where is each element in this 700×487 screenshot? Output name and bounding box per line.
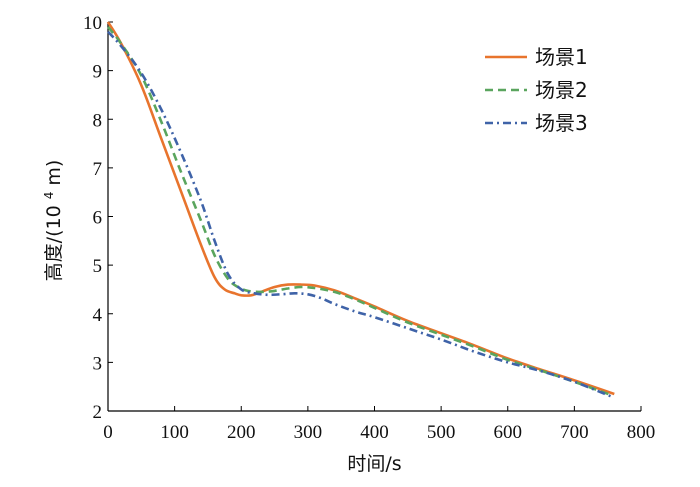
x-tick-label: 0: [103, 422, 113, 443]
legend-label-1: 场景1: [535, 45, 588, 69]
series-line-2: [106, 26, 612, 397]
legend-label-2: 场景2: [535, 78, 588, 102]
x-tick-label: 300: [294, 422, 323, 443]
legend-label-3: 场景3: [535, 111, 588, 135]
y-tick-label: 8: [93, 110, 103, 131]
series-lines: [106, 21, 615, 398]
y-tick-label: 4: [93, 305, 103, 326]
y-axis-title-exponent: 4: [42, 192, 56, 200]
x-axis-title: 时间/s: [347, 453, 401, 475]
y-axis-title-tail: m): [43, 160, 65, 186]
x-tick-label: 100: [160, 422, 189, 443]
y-axis-ticks: 2 3 4 5 6 7 8 9 10: [83, 13, 113, 423]
y-tick-label: 5: [93, 256, 103, 277]
x-axis-ticks: 0 100 200 300 400 500 600 700 800: [103, 406, 655, 443]
x-tick-label: 700: [560, 422, 589, 443]
x-tick-label: 500: [427, 422, 456, 443]
series-line-1: [106, 21, 615, 396]
x-tick-label: 200: [227, 422, 256, 443]
y-tick-label: 9: [93, 62, 103, 83]
y-axis-title-main: 高度/(10: [43, 205, 65, 281]
x-tick-label: 600: [494, 422, 523, 443]
x-tick-label: 400: [360, 422, 389, 443]
legend: 场景1 场景2 场景3: [485, 45, 588, 135]
y-tick-label: 10: [83, 13, 102, 34]
y-tick-label: 3: [93, 353, 103, 374]
y-axis-title: 高度/(10 4 m): [42, 160, 65, 282]
x-tick-label: 800: [627, 422, 656, 443]
y-tick-label: 6: [93, 208, 103, 229]
y-tick-label: 2: [93, 402, 103, 423]
y-tick-label: 7: [93, 159, 103, 180]
series-line-3: [107, 30, 612, 398]
